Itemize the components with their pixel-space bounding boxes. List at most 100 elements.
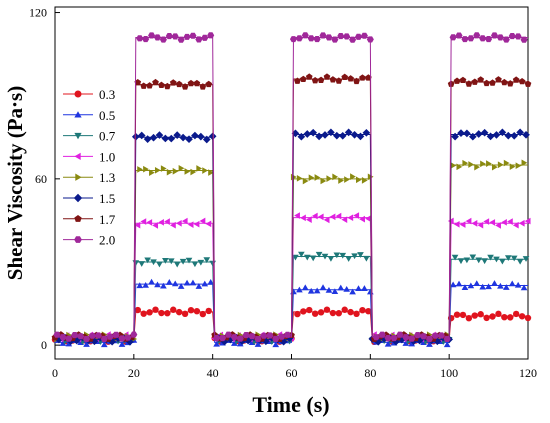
data-point bbox=[193, 307, 201, 315]
data-point bbox=[453, 220, 460, 228]
data-point bbox=[343, 33, 351, 40]
data-point bbox=[144, 257, 151, 264]
data-point bbox=[363, 255, 370, 262]
data-point bbox=[158, 219, 164, 226]
data-point bbox=[254, 341, 262, 347]
data-point bbox=[317, 309, 325, 316]
data-point bbox=[497, 161, 504, 169]
data-point bbox=[483, 218, 490, 225]
data-point bbox=[88, 332, 96, 339]
data-point bbox=[431, 332, 439, 339]
x-tick-label: 80 bbox=[364, 366, 376, 380]
data-point bbox=[335, 77, 343, 84]
data-point bbox=[486, 132, 495, 141]
data-point bbox=[402, 340, 410, 346]
legend-marker bbox=[74, 132, 82, 140]
data-point bbox=[468, 132, 477, 141]
data-point bbox=[114, 334, 122, 343]
data-point bbox=[148, 32, 156, 39]
data-point bbox=[459, 221, 466, 228]
data-point bbox=[149, 133, 158, 142]
data-point bbox=[187, 306, 195, 314]
data-point bbox=[327, 128, 335, 137]
data-point bbox=[146, 219, 153, 226]
data-point bbox=[465, 80, 473, 87]
data-point bbox=[136, 282, 144, 289]
data-point bbox=[308, 174, 315, 182]
data-point bbox=[321, 131, 329, 139]
data-point bbox=[134, 221, 141, 229]
data-point bbox=[189, 32, 197, 39]
data-point bbox=[294, 77, 301, 84]
data-point bbox=[366, 36, 374, 43]
legend-item: 0.7 bbox=[63, 129, 116, 144]
data-point bbox=[150, 259, 157, 266]
data-point bbox=[345, 256, 352, 262]
data-point bbox=[378, 331, 386, 338]
data-point bbox=[195, 36, 203, 43]
data-point bbox=[156, 261, 163, 268]
data-point bbox=[207, 32, 215, 39]
data-point bbox=[520, 284, 528, 291]
data-point bbox=[177, 283, 185, 289]
data-point bbox=[437, 332, 445, 339]
data-point bbox=[518, 77, 526, 85]
data-point bbox=[516, 258, 524, 265]
data-point bbox=[426, 341, 433, 347]
data-point bbox=[468, 161, 475, 168]
data-point bbox=[491, 280, 498, 286]
data-point bbox=[183, 279, 191, 286]
data-point bbox=[118, 341, 126, 347]
data-point bbox=[351, 253, 358, 260]
series-layer bbox=[51, 32, 532, 348]
legend-label: 1.3 bbox=[99, 170, 115, 185]
data-point bbox=[471, 312, 478, 319]
data-point bbox=[462, 159, 469, 167]
data-point bbox=[384, 335, 392, 342]
data-point bbox=[170, 221, 176, 229]
data-point bbox=[506, 80, 514, 87]
data-point bbox=[489, 79, 496, 86]
data-point bbox=[357, 252, 364, 258]
data-point bbox=[326, 175, 333, 182]
data-point bbox=[136, 35, 144, 42]
data-point bbox=[160, 282, 167, 289]
data-point bbox=[522, 130, 530, 139]
data-point bbox=[272, 335, 280, 342]
data-point bbox=[170, 306, 177, 313]
x-tick-label: 0 bbox=[52, 366, 58, 380]
data-point bbox=[453, 311, 461, 318]
data-point bbox=[338, 131, 347, 140]
data-point bbox=[294, 310, 301, 318]
data-point bbox=[516, 128, 524, 137]
data-point bbox=[171, 280, 179, 287]
data-point bbox=[189, 279, 197, 286]
data-point bbox=[181, 217, 188, 225]
data-point bbox=[501, 78, 508, 86]
x-tick-label: 60 bbox=[286, 366, 298, 380]
data-point bbox=[329, 213, 336, 221]
data-point bbox=[181, 310, 189, 318]
data-point bbox=[307, 35, 315, 42]
data-point bbox=[465, 217, 472, 225]
data-point bbox=[248, 333, 256, 340]
legend-item: 2.0 bbox=[63, 233, 115, 248]
y-tick-label: 120 bbox=[29, 6, 47, 20]
data-point bbox=[455, 280, 463, 287]
data-point bbox=[509, 163, 516, 170]
data-point bbox=[313, 36, 321, 43]
data-point bbox=[325, 287, 333, 293]
data-point bbox=[205, 220, 212, 228]
data-point bbox=[480, 160, 486, 168]
data-point bbox=[302, 177, 309, 185]
data-point bbox=[163, 82, 171, 90]
data-point bbox=[479, 283, 486, 290]
data-point bbox=[359, 74, 366, 81]
data-point bbox=[498, 128, 507, 137]
data-point bbox=[315, 251, 323, 258]
data-point bbox=[496, 34, 504, 41]
data-point bbox=[197, 132, 205, 141]
data-point bbox=[207, 278, 215, 285]
data-point bbox=[512, 221, 519, 229]
data-point bbox=[272, 341, 280, 348]
